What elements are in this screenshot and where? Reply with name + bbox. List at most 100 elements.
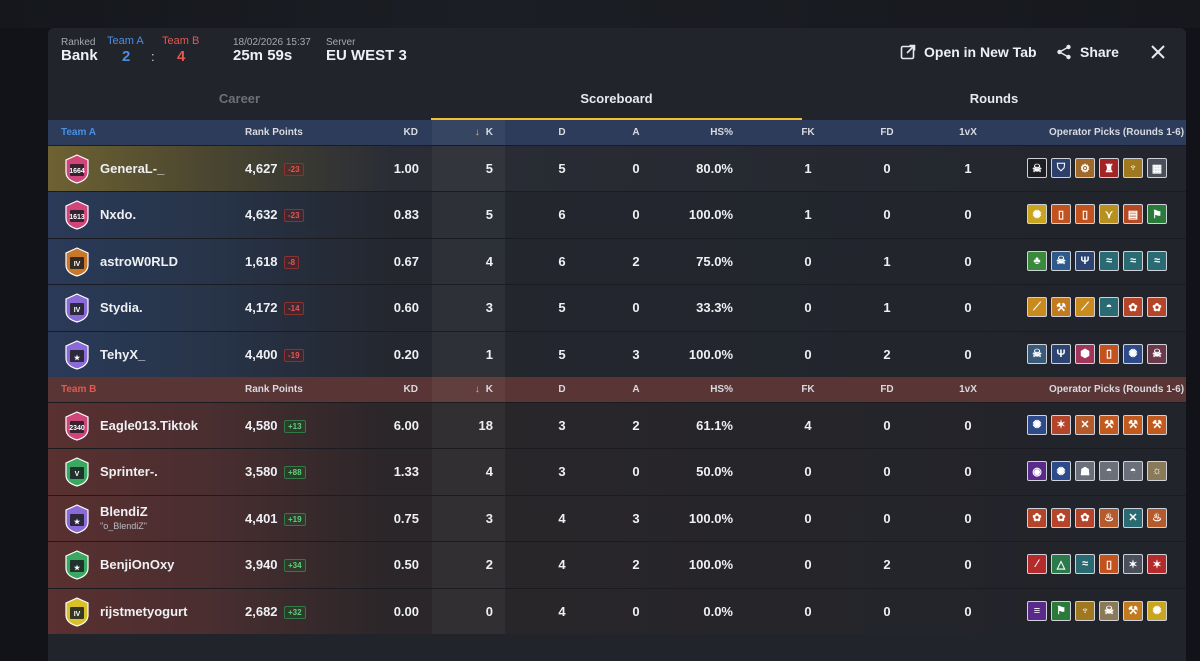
wings-icon[interactable]: ⋎ [1099,204,1119,225]
brick-icon[interactable]: ▤ [1123,204,1143,225]
trident-icon[interactable]: Ψ [1075,250,1095,271]
tool-icon[interactable]: ⚒ [1123,600,1143,621]
slash-icon[interactable]: ⁄ [1027,554,1047,575]
k-column-highlight [432,120,505,145]
hs-value: 50.0% [696,464,733,480]
player-row[interactable]: IV Stydia. 4,172 -14 0.60 3 5 0 33.3% 0 … [48,284,1186,331]
close-button[interactable] [1146,40,1170,64]
onevx-value: 0 [964,207,972,223]
col-k-sorted[interactable]: ↓ K [452,377,493,402]
player-row[interactable]: V Sprinter-. 3,580 +88 1.33 4 3 0 50.0% … [48,448,1186,495]
wave-icon[interactable]: ≈ [1123,250,1143,271]
trident-icon[interactable]: Ψ [1051,343,1071,364]
player-row[interactable]: IV astroW0RLD 1,618 -8 0.67 4 6 2 75.0% … [48,237,1186,285]
door-icon[interactable]: ▯ [1075,204,1095,225]
wave-icon[interactable]: ≈ [1099,250,1119,271]
player-row[interactable]: ★ TehyX_ 4,400 -19 0.20 1 5 3 100.0% 0 2… [48,330,1186,377]
rank-points: 2,682 [245,603,278,619]
clover-icon[interactable]: ♣ [1027,250,1047,271]
tower-icon[interactable]: ♜ [1099,158,1119,178]
flame-icon[interactable]: ♨ [1099,507,1119,528]
rank-points-delta: +32 [284,605,306,619]
mask-icon[interactable]: ◓ [1099,297,1119,318]
tool-icon[interactable]: ⚒ [1147,414,1167,435]
burst-icon[interactable]: ✺ [1051,461,1071,482]
flame-icon[interactable]: ♨ [1147,507,1167,528]
tool-icon[interactable]: ⚒ [1123,414,1143,435]
player-name[interactable]: Eagle013.Tiktok [100,417,199,433]
burst-icon[interactable]: ✺ [1027,204,1047,225]
skull-icon[interactable]: ☠ [1027,343,1047,364]
player-name[interactable]: rijstmetyogurt [100,603,188,619]
shield-icon[interactable]: ⛉ [1051,158,1071,178]
wave-icon[interactable]: ≈ [1075,554,1095,575]
flag-icon[interactable]: ⚑ [1051,600,1071,621]
rank-points: 4,632 [245,207,278,223]
player-name[interactable]: BenjiOnOxy [100,557,175,573]
door-icon[interactable]: ▯ [1099,554,1119,575]
player-name[interactable]: GeneraL-_ [100,161,165,176]
open-new-tab-button[interactable]: Open in New Tab [900,40,1037,64]
player-row[interactable]: ★ BenjiOnOxy 3,940 +34 0.50 2 4 2 100.0%… [48,541,1186,588]
claw-icon[interactable]: ⟋ [1075,297,1095,318]
player-name[interactable]: Nxdo. [100,207,137,223]
triangle-icon[interactable]: △ [1051,554,1071,575]
skull-icon[interactable]: ☠ [1099,600,1119,621]
mode-label: Ranked [61,37,96,48]
lotus-icon[interactable]: ✿ [1027,507,1047,528]
wave-icon[interactable]: ≈ [1147,250,1167,271]
tab-rounds[interactable]: Rounds [969,91,1019,106]
horns-icon[interactable]: ♆ [1075,600,1095,621]
col-k-sorted[interactable]: ↓ K [452,120,493,145]
lotus-icon[interactable]: ✿ [1123,297,1143,318]
player-name[interactable]: TehyX_ [100,346,146,362]
tool-icon[interactable]: ⚒ [1051,297,1071,318]
mask-icon[interactable]: ◓ [1099,461,1119,482]
player-row[interactable]: 1664 GeneraL-_ 4,627 -23 1.00 5 5 0 80.0… [48,145,1186,192]
tab-career[interactable]: Career [218,91,261,106]
stripes-icon[interactable]: ≡ [1027,600,1047,621]
gear-icon[interactable]: ⚙ [1075,158,1095,178]
scoreboard-table: Team A Rank Points KD ↓ K D A HS% FK FD 1… [48,120,1186,634]
player-name[interactable]: astroW0RLD [100,253,179,269]
mask-icon[interactable]: ◓ [1123,461,1143,482]
lotus-icon[interactable]: ✿ [1075,507,1095,528]
fd-value: 0 [883,464,891,480]
badge-icon[interactable]: ⬢ [1075,343,1095,364]
player-row[interactable]: 1613 Nxdo. 4,632 -23 0.83 5 6 0 100.0% 1… [48,191,1186,238]
grid-icon[interactable]: ▦ [1147,158,1167,178]
eye-icon[interactable]: ◉ [1027,461,1047,482]
lotus-icon[interactable]: ✿ [1051,507,1071,528]
player-name[interactable]: Sprinter-. [100,464,158,480]
sun-icon[interactable]: ☼ [1147,461,1167,482]
ghost-icon[interactable]: ☗ [1075,461,1095,482]
burst-icon[interactable]: ✺ [1147,600,1167,621]
burst-icon[interactable]: ✺ [1027,414,1047,435]
star-icon[interactable]: ✶ [1051,414,1071,435]
skull-icon[interactable]: ☠ [1051,250,1071,271]
door-icon[interactable]: ▯ [1051,204,1071,225]
player-name[interactable]: BlendiZ [100,503,148,519]
skull-icon[interactable]: ☠ [1147,343,1167,364]
player-row[interactable]: ★ BlendiZ "o_BlendiZ" 4,401 +19 0.75 3 4 … [48,494,1186,542]
cross-icon[interactable]: ✕ [1123,507,1143,528]
tab-scoreboard[interactable]: Scoreboard [431,86,802,120]
tool-icon[interactable]: ⚒ [1099,414,1119,435]
door-icon[interactable]: ▯ [1099,343,1119,364]
burst-icon[interactable]: ✺ [1123,343,1143,364]
skull-icon[interactable]: ☠ [1027,158,1047,178]
player-row[interactable]: IV rijstmetyogurt 2,682 +32 0.00 0 4 0 0… [48,587,1186,634]
rank-points: 3,580 [245,464,278,480]
onevx-value: 1 [964,161,972,176]
share-button[interactable]: Share [1056,40,1119,64]
flag-icon[interactable]: ⚑ [1147,204,1167,225]
player-name[interactable]: Stydia. [100,300,143,316]
cross-icon[interactable]: ✕ [1075,414,1095,435]
lotus-icon[interactable]: ✿ [1147,297,1167,318]
team-a-rows: 1664 GeneraL-_ 4,627 -23 1.00 5 5 0 80.0… [48,145,1186,377]
claw-icon[interactable]: ⟋ [1027,297,1047,318]
star-icon[interactable]: ✶ [1123,554,1143,575]
horns-icon[interactable]: ♆ [1123,158,1143,178]
star-icon[interactable]: ✶ [1147,554,1167,575]
player-row[interactable]: 2340 Eagle013.Tiktok 4,580 +13 6.00 18 3… [48,401,1186,449]
